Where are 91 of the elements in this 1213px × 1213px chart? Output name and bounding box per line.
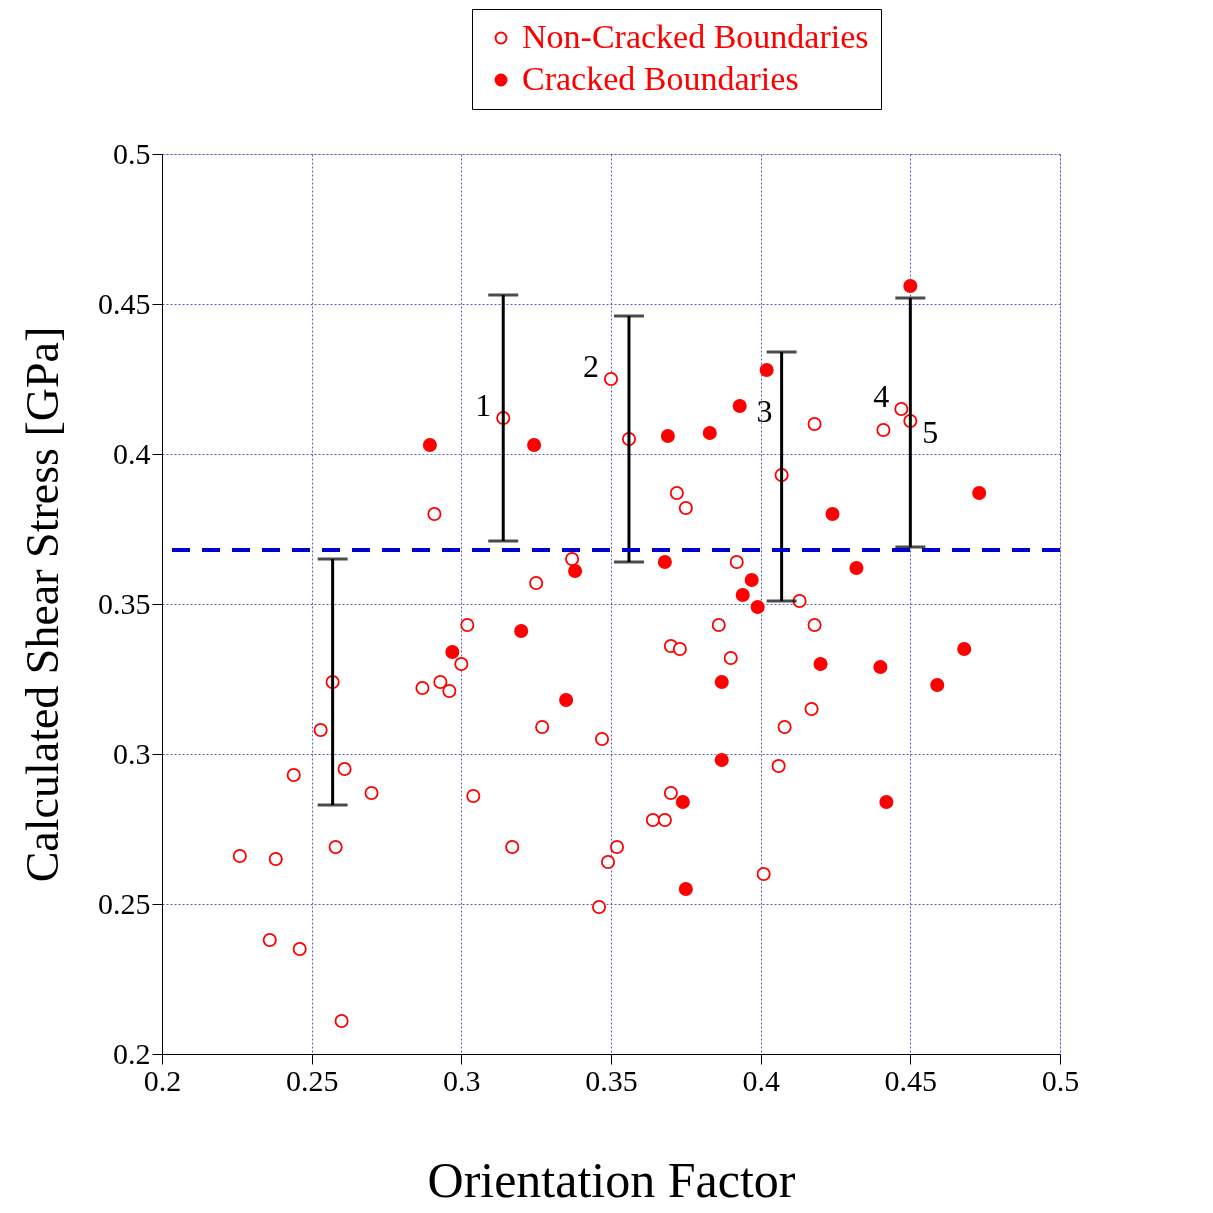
point bbox=[669, 485, 684, 501]
point bbox=[825, 506, 840, 522]
x-tick-label: 0.45 bbox=[884, 1063, 938, 1097]
point bbox=[744, 572, 759, 588]
legend-label: Cracked Boundaries bbox=[522, 60, 799, 97]
legend-label: Non-Cracked Boundaries bbox=[522, 18, 869, 55]
point bbox=[873, 659, 888, 675]
x-tick-label: 0.4 bbox=[742, 1063, 780, 1097]
point bbox=[466, 788, 481, 804]
point bbox=[732, 398, 747, 414]
point bbox=[777, 719, 792, 735]
point bbox=[262, 932, 277, 948]
point bbox=[514, 623, 529, 639]
x-axis-title: Orientation Factor bbox=[427, 1151, 796, 1208]
point bbox=[957, 641, 972, 657]
y-tick-label: 0.45 bbox=[98, 286, 151, 320]
point bbox=[894, 401, 909, 417]
point bbox=[678, 881, 693, 897]
point bbox=[756, 866, 771, 882]
point bbox=[660, 428, 675, 444]
point bbox=[529, 575, 544, 591]
point bbox=[813, 656, 828, 672]
point bbox=[702, 425, 717, 441]
x-tick-label: 0.25 bbox=[285, 1063, 339, 1097]
point bbox=[807, 416, 822, 432]
point bbox=[807, 617, 822, 633]
point bbox=[454, 656, 469, 672]
point bbox=[592, 899, 607, 915]
point bbox=[711, 617, 726, 633]
point bbox=[645, 812, 660, 828]
point bbox=[427, 506, 442, 522]
point bbox=[364, 785, 379, 801]
point bbox=[675, 794, 690, 810]
annotation: 1 bbox=[475, 387, 492, 423]
point bbox=[268, 851, 283, 867]
point bbox=[663, 785, 678, 801]
point bbox=[527, 437, 542, 453]
point bbox=[559, 692, 574, 708]
point bbox=[565, 551, 580, 567]
annotation: 4 bbox=[873, 378, 890, 414]
point bbox=[286, 767, 301, 783]
point bbox=[313, 722, 328, 738]
point bbox=[232, 848, 247, 864]
point bbox=[422, 437, 437, 453]
y-tick-label: 0.25 bbox=[98, 886, 151, 920]
point bbox=[657, 554, 672, 570]
point bbox=[672, 641, 687, 657]
point bbox=[328, 839, 343, 855]
point bbox=[535, 719, 550, 735]
point bbox=[735, 587, 750, 603]
point bbox=[600, 854, 616, 870]
point bbox=[568, 563, 583, 579]
point bbox=[903, 278, 918, 294]
point bbox=[759, 362, 774, 378]
y-tick-label: 0.5 bbox=[113, 136, 151, 170]
y-tick-label: 0.4 bbox=[113, 436, 151, 470]
point bbox=[930, 677, 945, 693]
annotation: 5 bbox=[922, 414, 939, 450]
point bbox=[678, 500, 693, 516]
point bbox=[609, 839, 625, 855]
point bbox=[714, 674, 729, 690]
x-tick-label: 0.3 bbox=[443, 1063, 481, 1097]
point bbox=[505, 839, 520, 855]
point bbox=[433, 674, 448, 690]
point bbox=[415, 680, 430, 696]
point bbox=[750, 599, 765, 615]
y-tick-label: 0.3 bbox=[113, 736, 151, 770]
point bbox=[442, 683, 457, 699]
point bbox=[771, 758, 786, 774]
y-tick-label: 0.35 bbox=[98, 586, 151, 620]
point bbox=[879, 794, 894, 810]
annotation: 2 bbox=[583, 348, 599, 384]
point bbox=[729, 554, 744, 570]
annotation: 3 bbox=[756, 393, 773, 429]
point bbox=[445, 644, 460, 660]
point bbox=[657, 812, 672, 828]
point bbox=[460, 617, 475, 633]
point bbox=[876, 422, 891, 438]
point bbox=[603, 371, 619, 387]
point bbox=[595, 731, 610, 747]
point bbox=[714, 752, 729, 768]
point bbox=[334, 1013, 349, 1029]
point bbox=[804, 701, 819, 717]
point bbox=[723, 650, 738, 666]
point bbox=[972, 485, 987, 501]
point bbox=[292, 941, 307, 957]
x-tick-label: 0.35 bbox=[585, 1063, 638, 1097]
point bbox=[337, 761, 352, 777]
x-tick-label: 0.5 bbox=[1041, 1063, 1080, 1097]
point bbox=[849, 560, 864, 576]
y-axis-title: Calculated Shear Stress [GPa] bbox=[17, 326, 68, 883]
